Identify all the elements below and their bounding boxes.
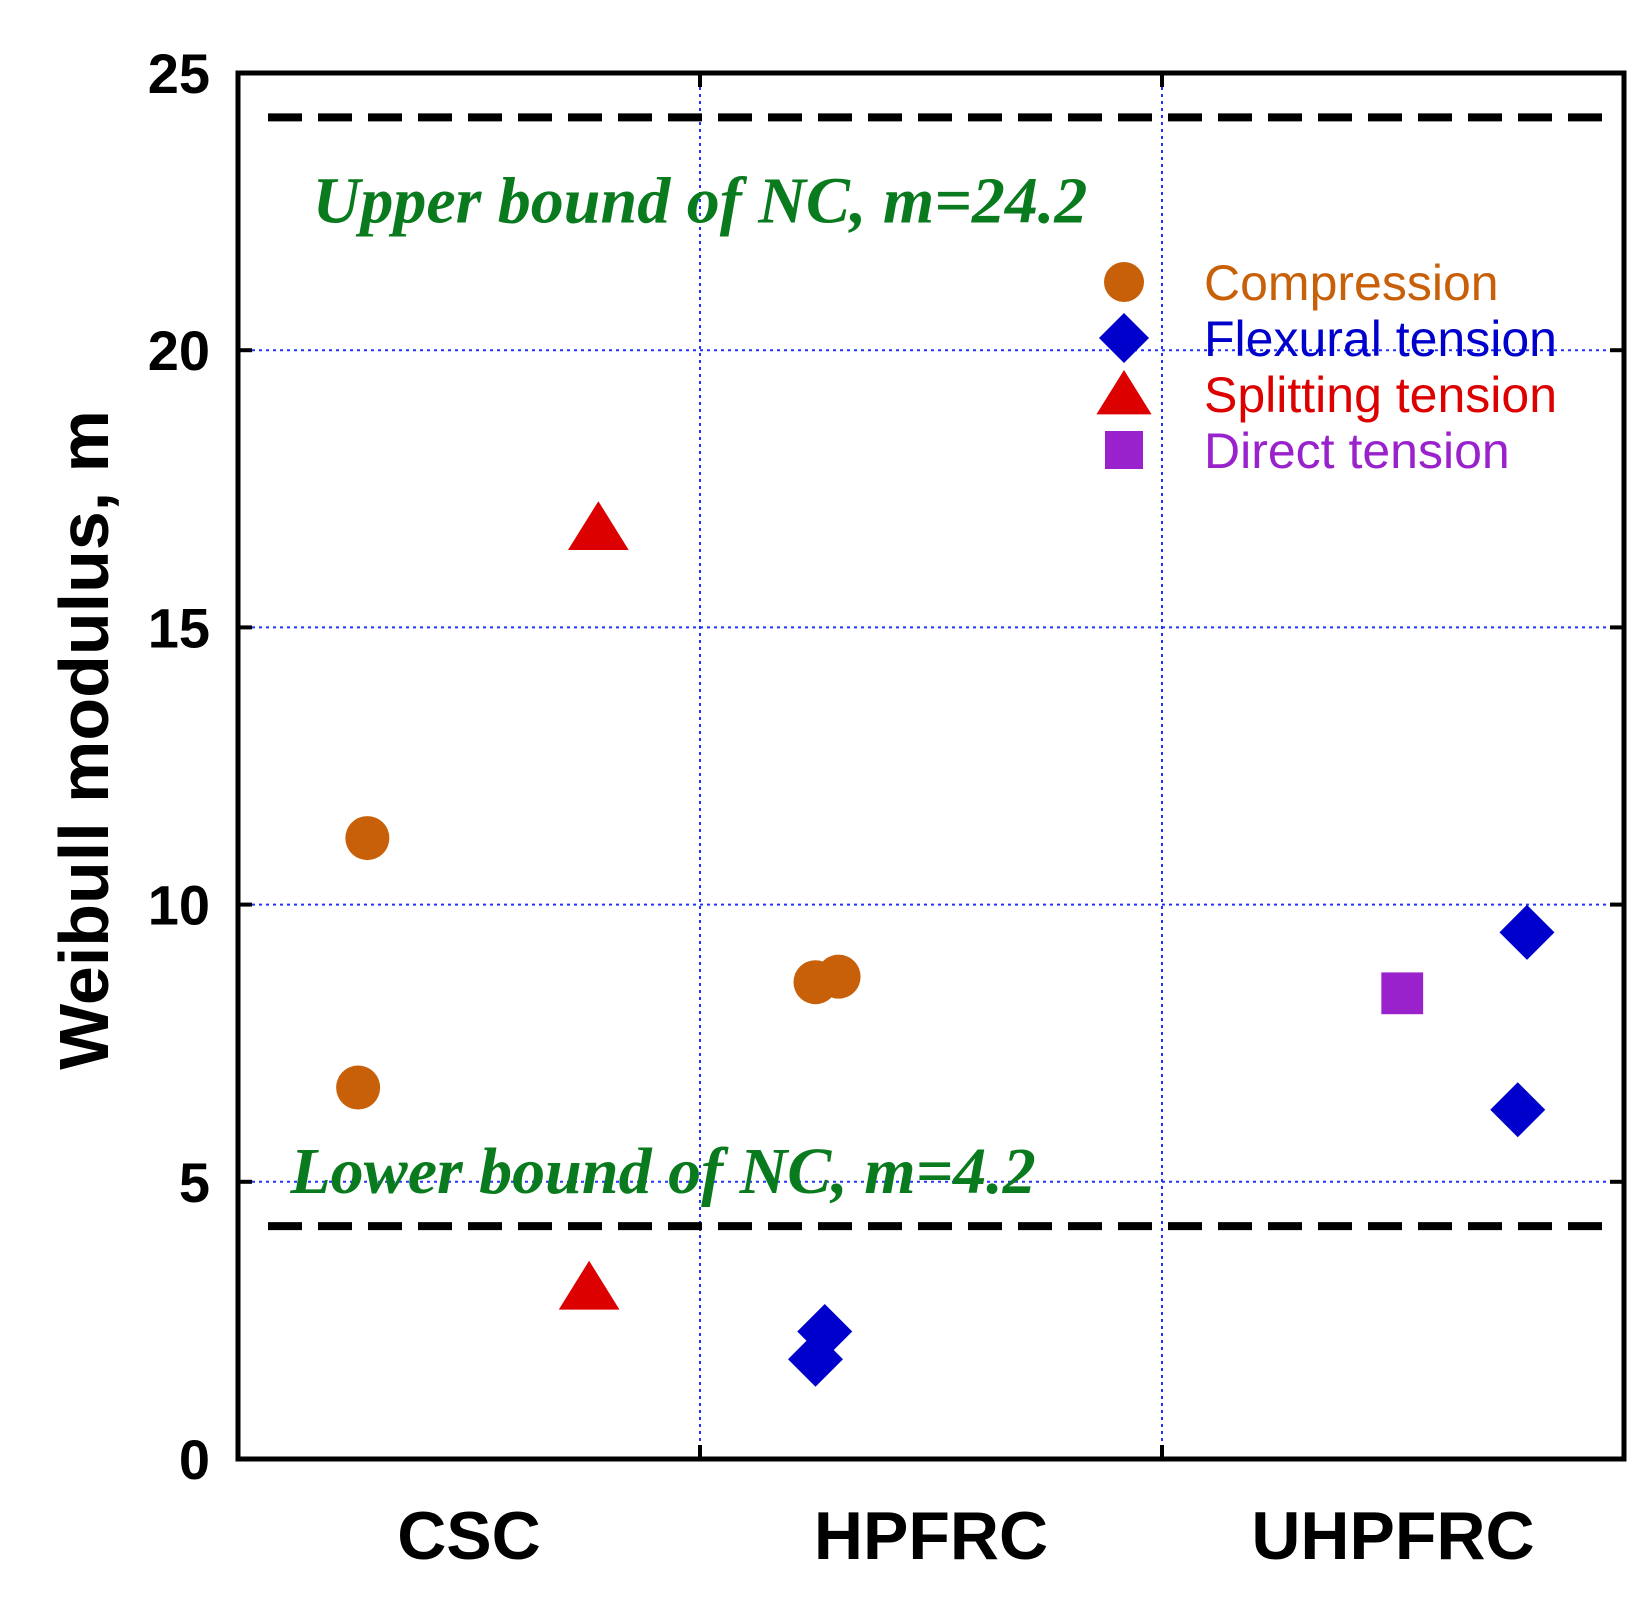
grid-lines xyxy=(238,73,1624,1459)
y-tick-label-3: 15 xyxy=(148,596,210,659)
direct-tension-point-0 xyxy=(1381,972,1424,1015)
data-points xyxy=(336,501,1555,1387)
legend-label-compression: Compression xyxy=(1204,255,1499,311)
y-tick-label-4: 20 xyxy=(148,319,210,382)
y-tick-label-5: 25 xyxy=(148,42,210,105)
reference-lines xyxy=(268,113,1618,1231)
category-label-csc: CSC xyxy=(397,1498,541,1574)
y-tick-label-1: 5 xyxy=(179,1151,210,1214)
reference-label-1: Lower bound of NC, m=4.2 xyxy=(289,1135,1035,1208)
flexural-tension-point-3 xyxy=(1490,1082,1546,1138)
legend-label-splitting-tension: Splitting tension xyxy=(1204,367,1557,423)
flexural-tension-point-2 xyxy=(1499,904,1555,960)
y-tick-label-2: 10 xyxy=(148,874,210,937)
plot-frame xyxy=(235,70,1627,1462)
y-tick-label-0: 0 xyxy=(179,1428,210,1491)
category-label-hpfrc: HPFRC xyxy=(814,1498,1048,1574)
compression-point-1 xyxy=(336,1065,381,1110)
y-axis-label: Weibull modulus, m xyxy=(45,410,123,1070)
legend-marker-compression xyxy=(1104,262,1144,302)
legend-label-flexural-tension: Flexural tension xyxy=(1204,311,1557,367)
tick-labels: 0 5 10 15 20 25 CSC HPFRC UHPFRC xyxy=(148,42,1535,1574)
splitting-tension-point-0 xyxy=(568,501,629,551)
compression-point-3 xyxy=(816,954,861,999)
axis-ticks xyxy=(238,71,1624,1461)
reference-label-0: Upper bound of NC, m=24.2 xyxy=(313,165,1088,238)
annotations: Upper bound of NC, m=24.2 Lower bound of … xyxy=(289,165,1087,1208)
legend-marker-flexural-tension xyxy=(1099,313,1149,363)
flexural-tension-point-1 xyxy=(797,1303,853,1359)
splitting-tension-point-1 xyxy=(558,1260,620,1310)
legend-label-direct-tension: Direct tension xyxy=(1204,423,1510,479)
category-label-uhpfrc: UHPFRC xyxy=(1251,1498,1534,1574)
legend-marker-direct-tension xyxy=(1105,431,1143,469)
legend-marker-splitting-tension xyxy=(1096,370,1152,415)
compression-point-0 xyxy=(345,816,390,861)
